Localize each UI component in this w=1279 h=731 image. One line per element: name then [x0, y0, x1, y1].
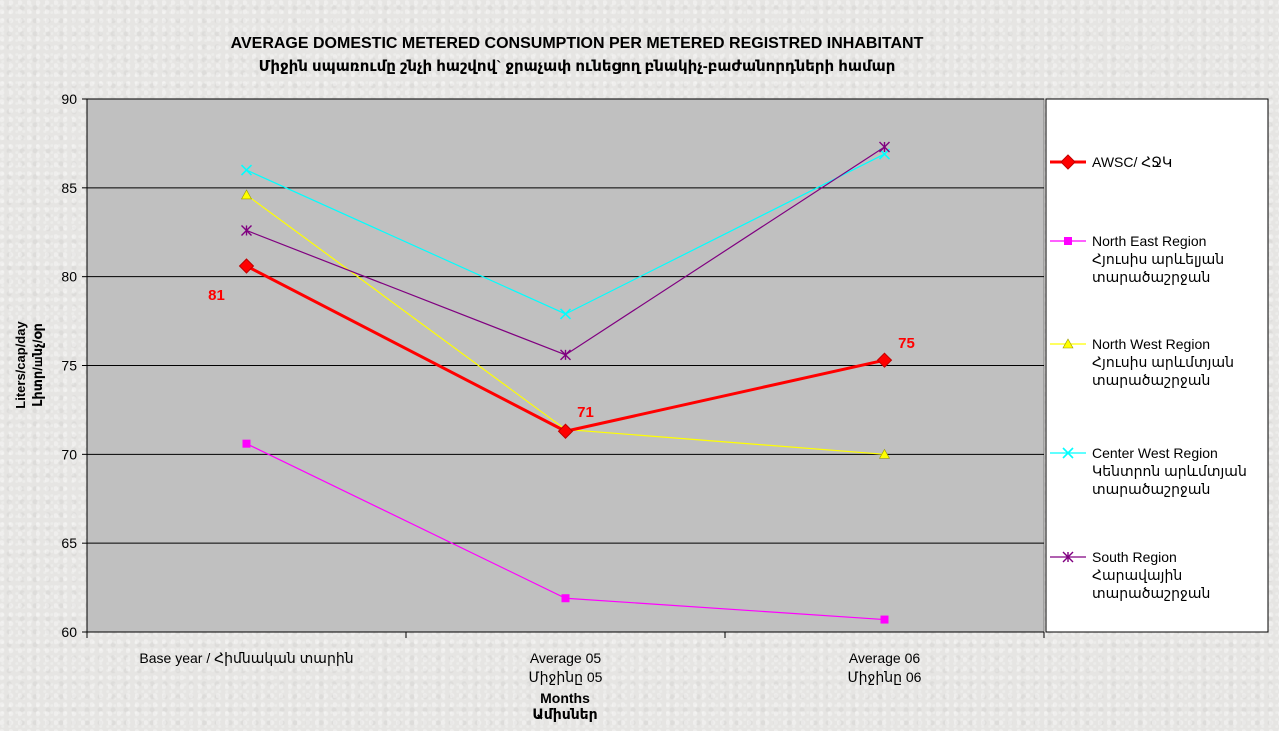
x-tick-label: Average 05 — [530, 650, 602, 666]
data-label: 81 — [208, 287, 225, 304]
data-point — [238, 258, 255, 274]
legend-marker — [1062, 551, 1074, 563]
legend-label: AWSC/ ՀՋԿ — [1092, 154, 1172, 170]
y-axis-title: Liters/cap/day — [13, 321, 28, 409]
data-point — [242, 439, 251, 448]
legend-marker — [1062, 447, 1074, 459]
legend-box — [1045, 98, 1269, 633]
x-tick-label: Միջինը 06 — [848, 669, 922, 685]
x-tick-label: Base year / Հիմնական տարին — [139, 650, 353, 666]
legend-item: North West Region Հյուսիս արևմտյան տարածաշ… — [1050, 336, 1234, 388]
y-axis-title: Լիտր/шնչ/օր — [30, 323, 45, 407]
data-point — [240, 189, 253, 200]
data-point — [241, 224, 252, 236]
legend-label: տարածաշրջան — [1092, 481, 1210, 497]
series-4 — [241, 141, 890, 361]
legend-label: Center West Region — [1092, 445, 1218, 461]
y-axis-title-group: Liters/cap/day Լիտր/шնչ/օր — [13, 321, 45, 409]
legend-item: South Region Հարավային տարածաշրջան — [1050, 549, 1210, 601]
legend-label: տարածաշրջան — [1092, 585, 1210, 601]
y-tick-label: 70 — [61, 446, 77, 462]
legend-label: North West Region — [1092, 336, 1210, 352]
legend-item: Center West Region Կենտրոն արևմտյան տարածա… — [1050, 445, 1247, 497]
legend-label: North East Region — [1092, 233, 1206, 249]
x-axis-title: Months — [540, 690, 590, 706]
x-axis-title: Ամիսներ — [532, 706, 597, 722]
y-tick-label: 65 — [61, 535, 77, 551]
legend-label: Հյուսիս արևմտյան — [1092, 354, 1234, 370]
x-tick-label: Միջինը 05 — [529, 669, 603, 685]
legend-label: Հյուսիս արևելյան — [1092, 251, 1224, 267]
legend-label: տարածաշրջան — [1092, 372, 1210, 388]
legend-item: AWSC/ ՀՋԿ — [1050, 154, 1172, 170]
data-point — [878, 448, 891, 459]
legend-marker-stroke — [1062, 447, 1074, 459]
data-point — [557, 423, 574, 439]
y-tick-label: 75 — [61, 358, 77, 374]
data-point — [240, 164, 253, 176]
y-tick-label: 80 — [61, 269, 77, 285]
data-point — [560, 349, 571, 361]
data-point — [879, 141, 890, 153]
data-point-stroke — [559, 308, 572, 320]
y-tick-label: 90 — [61, 91, 77, 107]
legend-marker — [1060, 154, 1076, 170]
legend-marker — [1064, 237, 1072, 245]
legend-label: South Region — [1092, 549, 1177, 565]
data-point-stroke — [240, 164, 253, 176]
data-label: 75 — [898, 335, 915, 352]
legend-label: Հարավային — [1092, 567, 1182, 583]
data-point — [876, 352, 893, 368]
y-tick-label: 85 — [61, 180, 77, 196]
legend-label: տարածաշրջան — [1092, 269, 1210, 285]
data-point — [559, 308, 572, 320]
data-point — [561, 594, 570, 603]
series-1 — [242, 439, 889, 624]
legend-label: Կենտրոն արևմտյան — [1092, 463, 1247, 479]
data-point — [880, 615, 889, 624]
legend-item: North East Region Հյուսիս արևելյան տարածաշ… — [1050, 233, 1224, 285]
data-label: 71 — [577, 404, 594, 421]
x-tick-label: Average 06 — [849, 650, 921, 666]
chart-title: AVERAGE DOMESTIC METERED CONSUMPTION PER… — [231, 35, 924, 52]
legend-marker — [1062, 338, 1074, 349]
chart-subtitle: Միջին սպառումը շնչի հաշվով` ջրաչափ ունեց… — [259, 58, 896, 75]
series-0 — [238, 258, 893, 439]
y-tick-label: 60 — [61, 624, 77, 640]
